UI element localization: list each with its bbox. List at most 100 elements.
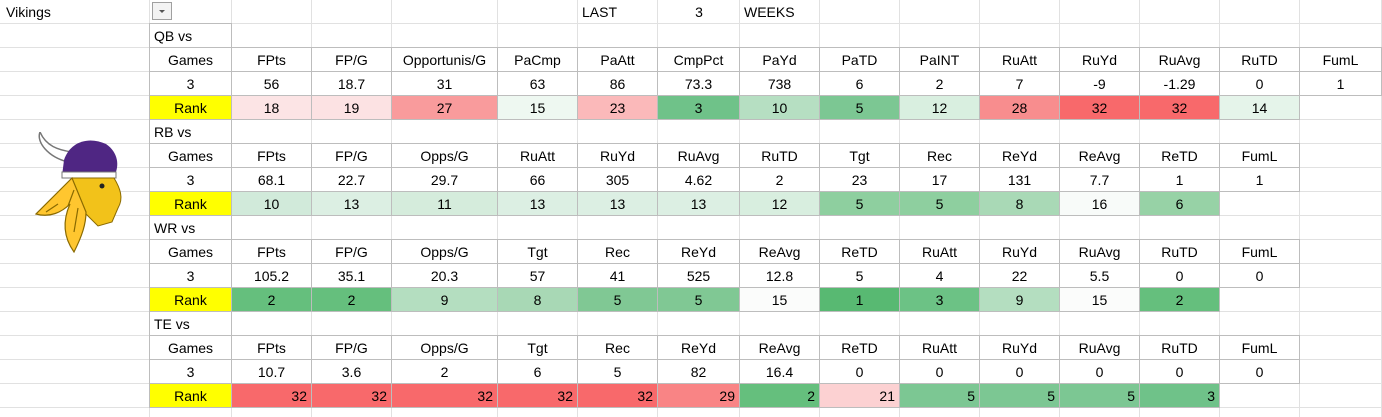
stat-value: 66 [497, 167, 578, 192]
rank-label: Rank [149, 191, 232, 216]
rank-value: 5 [819, 191, 900, 216]
grid-cell [498, 216, 578, 240]
grid-cell [900, 0, 980, 24]
rank-value: 18 [231, 95, 312, 120]
rank-value: 13 [657, 191, 740, 216]
rank-value: 8 [979, 191, 1060, 216]
stat-value: 0 [819, 359, 900, 384]
grid-cell [498, 312, 578, 336]
grid-cell [1300, 96, 1382, 120]
section-label: QB vs [149, 23, 232, 48]
grid-cell [820, 408, 900, 417]
rank-value: 5 [899, 383, 980, 408]
column-header: Rec [899, 143, 980, 168]
grid-cell [392, 216, 498, 240]
grid-cell [1140, 24, 1220, 48]
grid-cell [578, 216, 658, 240]
grid-cell [578, 312, 658, 336]
grid-cell [578, 24, 658, 48]
rank-value: 9 [391, 287, 498, 312]
stat-value: 0 [1219, 263, 1300, 288]
rank-value: 16 [1059, 191, 1140, 216]
stat-value: 41 [577, 263, 658, 288]
column-header: FPts [231, 143, 312, 168]
rank-value: 27 [391, 95, 498, 120]
stat-value: 5 [577, 359, 658, 384]
grid-cell [1300, 288, 1382, 312]
column-header: RuTD [1139, 239, 1220, 264]
stat-value: 17 [899, 167, 980, 192]
column-header: RuAvg [657, 143, 740, 168]
stat-value: 18.7 [311, 71, 392, 96]
column-header: FumL [1219, 335, 1300, 360]
period-label: LAST [582, 4, 618, 20]
rank-value: 32 [1139, 95, 1220, 120]
rank-value: 2 [231, 287, 312, 312]
stat-value: 3 [149, 167, 232, 192]
rank-value: 5 [979, 383, 1060, 408]
grid-cell [1140, 0, 1220, 24]
grid-cell [1300, 168, 1382, 192]
column-header: PaYd [739, 47, 820, 72]
grid-cell [232, 408, 312, 417]
section-label: RB vs [149, 119, 232, 144]
stat-value: 0 [979, 359, 1060, 384]
grid-cell [1220, 384, 1300, 408]
column-header: Games [149, 335, 232, 360]
stat-value: 3 [149, 359, 232, 384]
rank-value: 32 [231, 383, 312, 408]
grid-cell [1220, 120, 1300, 144]
grid-cell [980, 408, 1060, 417]
stat-value: 0 [1219, 359, 1300, 384]
rank-value: 32 [391, 383, 498, 408]
grid-cell [1300, 264, 1382, 288]
rank-value: 5 [1059, 383, 1140, 408]
grid-cell [0, 48, 150, 72]
column-header: Opps/G [391, 335, 498, 360]
column-header: RuTD [1139, 335, 1220, 360]
column-header: ReTD [1139, 143, 1220, 168]
rank-label: Rank [149, 95, 232, 120]
stat-value: 7 [979, 71, 1060, 96]
grid-cell [392, 312, 498, 336]
column-header: Games [149, 239, 232, 264]
column-header: Tgt [819, 143, 900, 168]
column-header: PaCmp [497, 47, 578, 72]
filter-dropdown[interactable] [152, 2, 172, 20]
column-header: RuTD [1219, 47, 1300, 72]
grid-cell [1300, 360, 1382, 384]
grid-cell [980, 120, 1060, 144]
grid-cell [1140, 312, 1220, 336]
grid-cell [1220, 216, 1300, 240]
grid-cell [0, 96, 150, 120]
grid-cell [900, 312, 980, 336]
grid-cell [578, 120, 658, 144]
grid-cell [498, 24, 578, 48]
stat-value: 3.6 [311, 359, 392, 384]
grid-cell [312, 24, 392, 48]
stat-value: 56 [231, 71, 312, 96]
column-header: ReYd [657, 239, 740, 264]
grid-cell [312, 312, 392, 336]
grid-cell [1300, 408, 1382, 417]
column-header: FP/G [311, 335, 392, 360]
column-header: Tgt [497, 335, 578, 360]
column-header: Opps/G [391, 143, 498, 168]
grid-cell [0, 384, 150, 408]
column-header: FPts [231, 239, 312, 264]
rank-value: 10 [231, 191, 312, 216]
rank-value: 2 [1139, 287, 1220, 312]
column-header: FumL [1299, 47, 1382, 72]
grid-cell [1060, 312, 1140, 336]
grid-cell [820, 0, 900, 24]
grid-cell [0, 288, 150, 312]
grid-cell [498, 120, 578, 144]
grid-cell [740, 312, 820, 336]
grid-cell [1140, 216, 1220, 240]
grid-cell [578, 0, 658, 24]
column-header: FP/G [311, 47, 392, 72]
grid-cell [740, 24, 820, 48]
rank-value: 3 [899, 287, 980, 312]
grid-cell [232, 120, 312, 144]
rank-value: 6 [1139, 191, 1220, 216]
